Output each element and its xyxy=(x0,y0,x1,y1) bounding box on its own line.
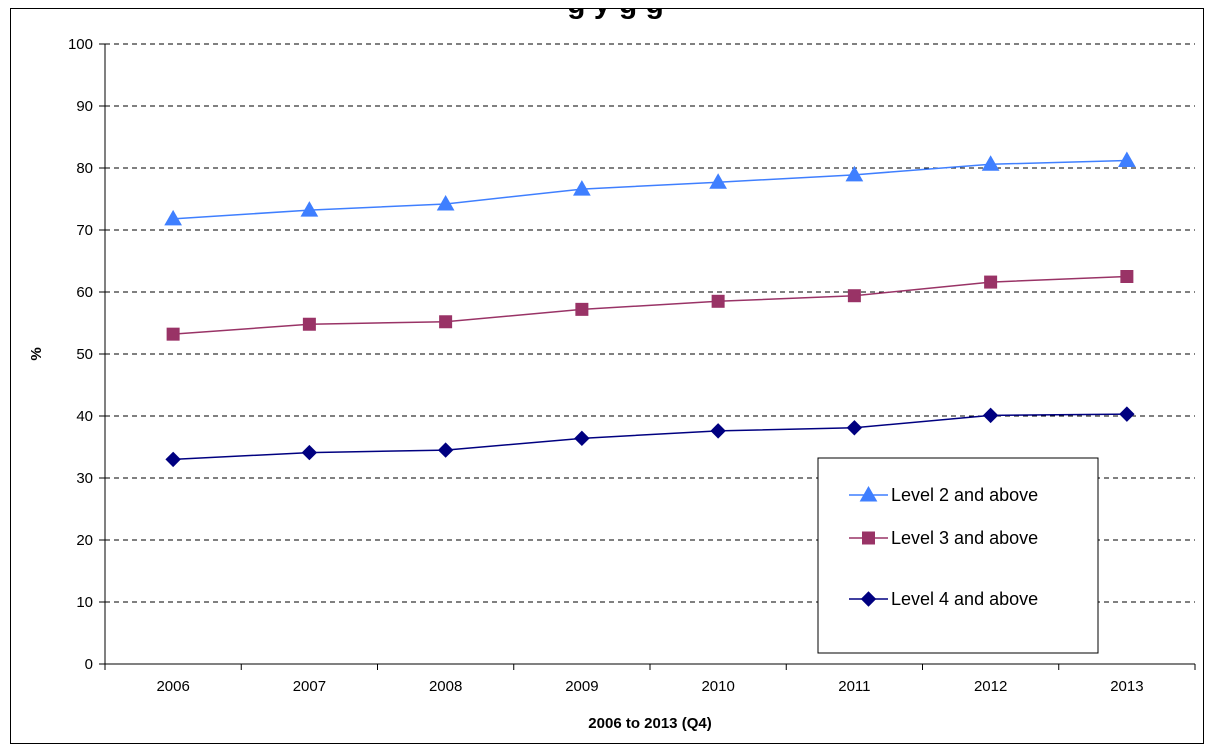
data-point xyxy=(439,315,453,329)
series-2 xyxy=(166,270,1134,341)
y-tick-label: 100 xyxy=(68,36,93,53)
legend-label: Level 3 and above xyxy=(891,528,1038,548)
x-tick-label: 2007 xyxy=(293,678,326,695)
data-point xyxy=(1119,406,1135,422)
y-axis-label: % xyxy=(28,347,45,360)
data-point xyxy=(164,209,182,226)
gridlines xyxy=(105,43,1195,603)
legend-box xyxy=(817,457,1099,654)
x-tick-label: 2006 xyxy=(156,678,189,695)
data-point xyxy=(845,165,864,182)
data-point xyxy=(165,451,181,468)
data-point xyxy=(846,420,863,436)
y-tick-label: 30 xyxy=(76,470,93,487)
y-tick-label: 70 xyxy=(76,222,93,239)
data-point xyxy=(300,201,319,217)
data-point xyxy=(437,442,454,458)
data-point xyxy=(575,302,589,316)
data-point xyxy=(301,444,318,461)
legend-marker xyxy=(859,485,878,502)
y-tick-label: 80 xyxy=(76,160,93,177)
legend-label: Level 4 and above xyxy=(891,589,1038,609)
data-point xyxy=(711,294,725,308)
x-tick-label: 2009 xyxy=(565,678,598,695)
x-tick-label: 2011 xyxy=(838,678,870,695)
data-point xyxy=(166,327,180,341)
data-point xyxy=(436,194,455,211)
y-tick-label: 60 xyxy=(76,284,93,301)
chart-frame: g y g g 0 10 20 30 40 50 60 70 80 90 100 2006 2007 20… xyxy=(10,8,1204,744)
line-chart: 0 10 20 30 40 50 60 70 80 90 100 2006 2007 2008 2009 20… xyxy=(28,36,1196,732)
data-point xyxy=(981,155,1000,171)
x-tick-label: 2012 xyxy=(974,678,1007,695)
x-tick-label: 2013 xyxy=(1110,678,1143,695)
y-tick-label: 90 xyxy=(76,98,93,115)
legend: Level 2 and above Level 3 and above Level … xyxy=(817,457,1099,654)
legend-marker xyxy=(862,531,875,545)
data-point xyxy=(573,180,591,196)
legend-item-3: Level 4 and above xyxy=(849,589,1038,609)
legend-item-1: Level 2 and above xyxy=(849,485,1038,505)
x-tick-label: 2008 xyxy=(429,678,462,695)
y-tick-label: 50 xyxy=(76,346,93,363)
y-tick-label: 40 xyxy=(76,408,93,425)
y-tick-label: 20 xyxy=(76,532,93,549)
x-axis-label: 2006 to 2013 (Q4) xyxy=(588,715,711,732)
series-3 xyxy=(165,406,1135,468)
data-point xyxy=(710,423,726,439)
legend-label: Level 2 and above xyxy=(891,485,1038,505)
data-point xyxy=(1120,270,1134,283)
data-point xyxy=(302,317,316,331)
series-line xyxy=(173,159,1127,220)
legend-marker xyxy=(860,591,877,607)
series-line xyxy=(173,413,1127,461)
data-point xyxy=(847,289,861,303)
data-point xyxy=(574,430,590,447)
data-point xyxy=(984,275,998,289)
series-line xyxy=(173,275,1127,335)
data-point xyxy=(709,173,727,189)
chart-title: g y g g xyxy=(11,9,1203,21)
series-1 xyxy=(164,151,1136,226)
x-tick-label: 2010 xyxy=(701,678,734,695)
series-layer xyxy=(164,151,1136,468)
data-point xyxy=(982,407,999,424)
y-tick-label: 0 xyxy=(85,656,93,673)
data-point xyxy=(1118,151,1136,168)
y-tick-label: 10 xyxy=(76,594,93,611)
legend-item-2: Level 3 and above xyxy=(849,528,1038,548)
axes: 0 10 20 30 40 50 60 70 80 90 100 2006 2007 2008 2009 20… xyxy=(68,36,1196,695)
